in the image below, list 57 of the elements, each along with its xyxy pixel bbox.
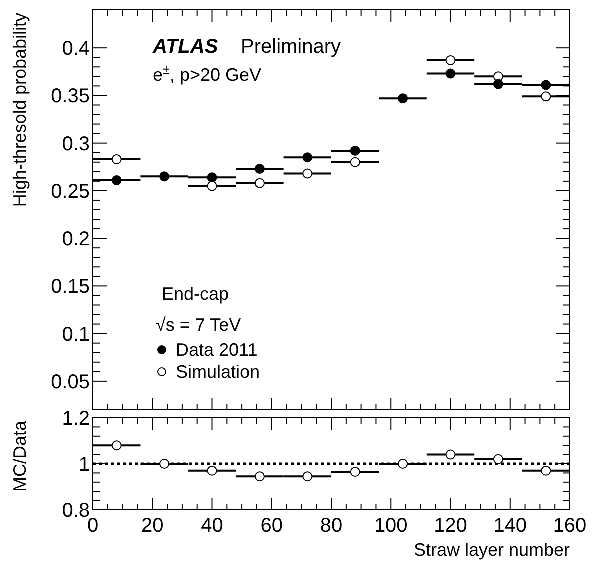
legend-label: Data 2011 <box>176 340 258 360</box>
x-tick-label: 140 <box>494 515 528 537</box>
y-tick-label: 0.35 <box>51 86 90 108</box>
y-tick-label: 0.1 <box>62 324 90 346</box>
annotation: √s = 7 TeV <box>156 315 242 335</box>
point <box>254 472 265 482</box>
point <box>350 157 360 168</box>
legend-label: Simulation <box>176 362 260 382</box>
point <box>398 94 408 104</box>
y-tick-label: 0.15 <box>51 276 90 298</box>
y-axis-title: MC/Data <box>10 420 30 492</box>
legend-title: End-cap <box>162 284 230 304</box>
point <box>446 55 456 66</box>
x-tick-label: 60 <box>260 515 283 537</box>
annotation: Preliminary <box>241 36 342 58</box>
point <box>160 172 170 182</box>
point <box>541 92 552 102</box>
y-axis-title: High-thresold probability <box>10 13 30 208</box>
x-tick-label: 100 <box>374 515 408 537</box>
x-tick-label: 160 <box>553 515 587 537</box>
x-tick-label: 40 <box>201 515 224 537</box>
x-axis-title: Straw layer number <box>414 540 570 560</box>
x-tick-label: 80 <box>320 515 343 537</box>
point <box>493 454 504 464</box>
y-tick-label: 0.25 <box>51 180 90 203</box>
point <box>160 459 170 469</box>
point <box>302 472 313 482</box>
y-tick-label: 1.2 <box>62 408 90 430</box>
x-tick-label: 0 <box>87 515 99 537</box>
point <box>493 79 504 90</box>
y-tick-label: 0.3 <box>62 133 90 156</box>
point <box>254 178 265 188</box>
y-tick-label: 0.2 <box>62 228 90 251</box>
point <box>398 459 408 469</box>
point <box>207 181 218 192</box>
point <box>350 146 360 156</box>
point <box>112 154 122 165</box>
y-tick-label: 0.8 <box>62 500 90 522</box>
point <box>207 466 218 476</box>
point <box>350 467 360 478</box>
annotation: ATLAS <box>152 36 219 58</box>
point <box>112 440 122 451</box>
y-tick-label: 0.4 <box>62 38 90 60</box>
point <box>541 466 552 476</box>
point <box>207 172 218 183</box>
point <box>112 175 122 186</box>
point <box>302 152 313 163</box>
point <box>541 80 552 90</box>
x-tick-label: 20 <box>142 515 164 537</box>
point <box>446 450 456 460</box>
x-tick-label: 120 <box>434 515 468 537</box>
point <box>254 164 265 174</box>
point <box>302 168 313 179</box>
y-tick-label: 0.05 <box>51 371 90 394</box>
annotation: e$^{±}$, p>20 GeV <box>153 63 262 85</box>
point <box>446 68 456 79</box>
y-tick-label: 1 <box>78 454 90 476</box>
